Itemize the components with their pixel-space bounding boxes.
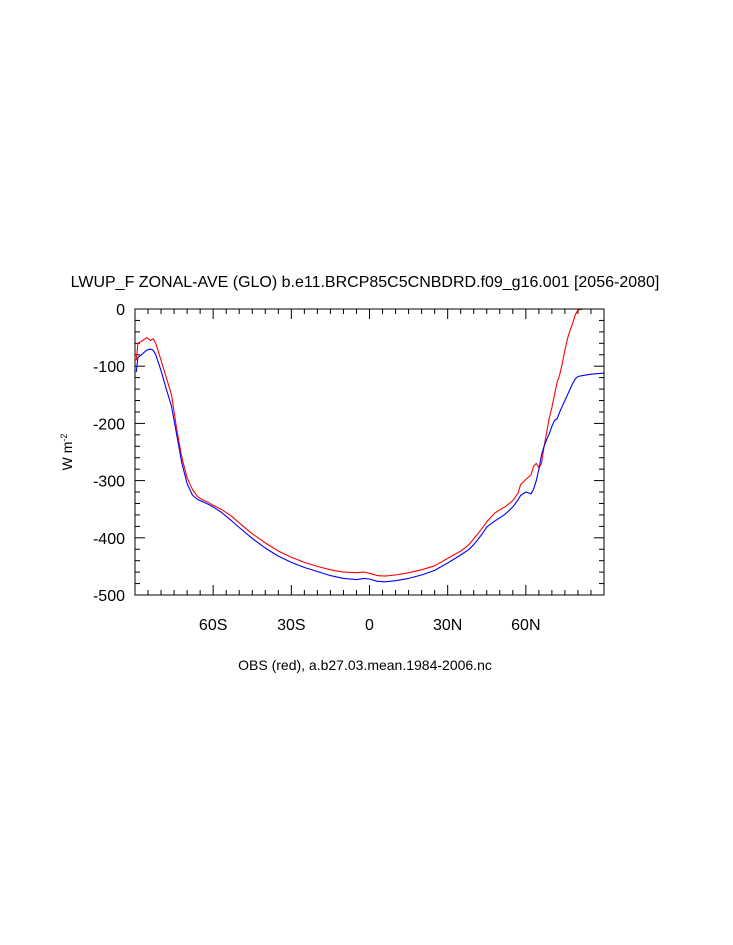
y-tick-label: -300 bbox=[93, 474, 125, 491]
y-axis-label-base: W m bbox=[59, 442, 75, 471]
series-line-1 bbox=[135, 348, 605, 583]
y-tick-label: 0 bbox=[116, 302, 125, 319]
y-tick-labels: 0 -100 -200 -300 -400 -500 bbox=[93, 302, 125, 605]
y-tick-label: -400 bbox=[93, 531, 125, 548]
series-line-0 bbox=[135, 308, 604, 577]
x-tick-label: 60N bbox=[511, 617, 540, 634]
y-axis-label-sup: -2 bbox=[59, 434, 69, 442]
x-tick-label: 30N bbox=[433, 617, 462, 634]
series-lines bbox=[135, 308, 605, 583]
chart-footer: OBS (red), a.b27.03.mean.1984-2006.nc bbox=[238, 657, 492, 673]
plot-frame bbox=[134, 308, 605, 596]
x-tick-labels: 60S 30S 0 30N 60N bbox=[199, 617, 541, 634]
x-tick-label: 60S bbox=[199, 617, 227, 634]
x-tick-label: 30S bbox=[277, 617, 305, 634]
y-tick-label: -500 bbox=[93, 588, 125, 605]
chart-title: LWUP_F ZONAL-AVE (GLO) b.e11.BRCP85C5CNB… bbox=[71, 274, 660, 291]
y-axis-label: W m-2 bbox=[59, 434, 75, 471]
y-tick-label: -200 bbox=[93, 416, 125, 433]
x-tick-label: 0 bbox=[365, 617, 374, 634]
axis-ticks bbox=[135, 308, 604, 596]
y-tick-label: -100 bbox=[93, 359, 125, 376]
